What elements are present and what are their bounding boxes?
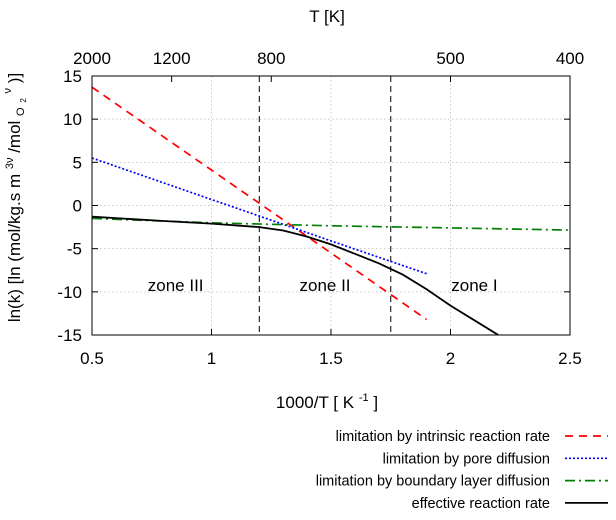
x-tick-label: 1.5 [319, 349, 343, 368]
top-tick-label: 1200 [153, 49, 191, 68]
y-tick-label: -15 [57, 326, 82, 345]
series-line [92, 86, 428, 321]
x-tick-label: 2 [446, 349, 455, 368]
axis-ticks [91, 75, 571, 336]
legend-label: limitation by boundary layer diffusion [316, 474, 550, 490]
legend-label: limitation by pore diffusion [383, 451, 550, 467]
zone-boundaries [258, 76, 392, 335]
y-axis-sub: O [15, 107, 27, 116]
y-axis-label-prefix: ln(k) [ln (mol/kg.s m [5, 174, 24, 322]
y-tick-label: 10 [63, 110, 82, 129]
legend-label: limitation by intrinsic reaction rate [336, 429, 550, 445]
x-tick-label: 2.5 [558, 349, 582, 368]
y-tick-label: 15 [63, 67, 82, 86]
zone-label: zone II [300, 276, 351, 295]
zone-label: zone III [148, 276, 204, 295]
x-axis-label: 1000/T [276, 393, 329, 412]
series-line [92, 215, 499, 335]
y-axis-title: ln(k) [ln (mol/kg.s m 3ν /mol O 2 ν )] [0, 73, 30, 322]
x-axis-unit-exponent: -1 [359, 392, 369, 404]
top-tick-label: 2000 [73, 49, 111, 68]
y-tick-label: 5 [73, 153, 82, 172]
legend-label: effective reaction rate [412, 496, 550, 512]
y-axis-subsub: 2 [19, 98, 28, 103]
y-axis-sup2: ν [2, 87, 14, 93]
tick-labels: 0.5 1 1.5 2 2.5 15 10 5 0 -5 -10 -15 2000 1200 800 500 4… [57, 49, 584, 368]
zone-label: zone I [451, 276, 497, 295]
legend: limitation by intrinsic reaction rate lim… [316, 429, 608, 512]
y-tick-label: -5 [67, 240, 82, 259]
top-tick-label: 400 [556, 49, 584, 68]
grid [92, 76, 570, 335]
y-axis-sup1: 3ν [4, 157, 16, 169]
series-line [92, 157, 427, 275]
x-tick-label: 0.5 [80, 349, 104, 368]
top-tick-label: 500 [436, 49, 464, 68]
y-tick-label: -10 [57, 283, 82, 302]
top-tick-label: 800 [257, 49, 285, 68]
x-axis-unit: K [343, 393, 355, 412]
series-lines [92, 86, 570, 335]
x-axis-title: 1000/T [ K -1 ] [276, 386, 378, 412]
zone-labels: zone III zone II zone I [148, 276, 498, 295]
y-axis-label-suffix: )] [5, 73, 24, 83]
y-axis-label-mid: /mol [5, 121, 24, 153]
y-tick-label: 0 [73, 197, 82, 216]
x-tick-label: 1 [207, 349, 216, 368]
top-axis-title: T [K] [309, 7, 345, 26]
